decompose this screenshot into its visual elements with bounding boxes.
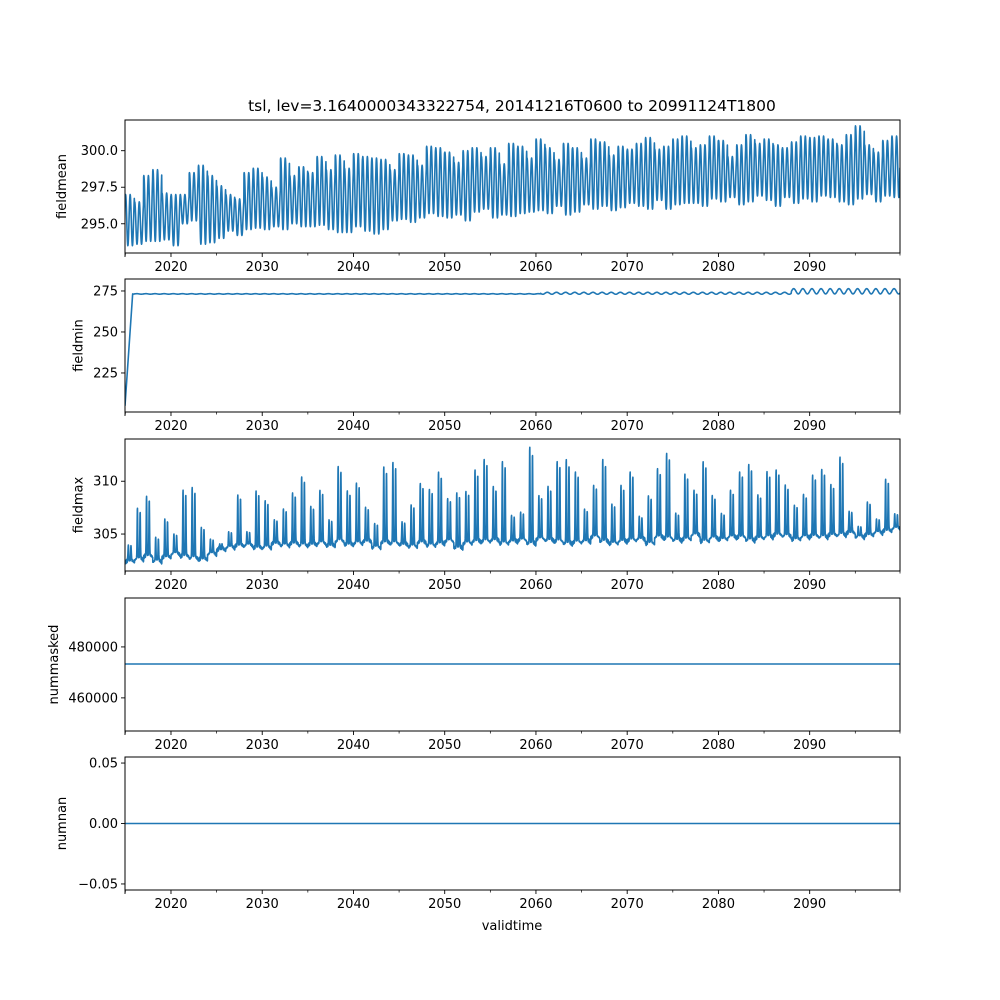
x-tick-label: 2030 bbox=[246, 419, 279, 434]
x-tick-label: 2090 bbox=[793, 260, 826, 275]
x-tick-label: 2020 bbox=[154, 738, 187, 753]
x-tick-label: 2020 bbox=[154, 897, 187, 912]
x-tick-label: 2030 bbox=[246, 578, 279, 593]
series-line-fieldmean bbox=[125, 125, 900, 247]
axes-frame bbox=[124, 278, 901, 413]
x-tick-label: 2090 bbox=[793, 419, 826, 434]
y-tick-label: 295.0 bbox=[81, 217, 118, 232]
x-tick-label: 2060 bbox=[519, 260, 552, 275]
x-tick-label: 2060 bbox=[519, 738, 552, 753]
x-tick-label: 2080 bbox=[702, 578, 735, 593]
x-tick-label: 2050 bbox=[428, 260, 461, 275]
y-axis-label: nummasked bbox=[47, 625, 62, 705]
x-tick-label: 2060 bbox=[519, 897, 552, 912]
x-tick-label: 2090 bbox=[793, 578, 826, 593]
x-tick-label: 2020 bbox=[154, 578, 187, 593]
x-tick-label: 2030 bbox=[246, 260, 279, 275]
x-tick-label: 2070 bbox=[611, 738, 644, 753]
x-tick-label: 2050 bbox=[428, 578, 461, 593]
y-tick-label: 480000 bbox=[68, 640, 118, 655]
x-tick-label: 2040 bbox=[337, 897, 370, 912]
axes-frame bbox=[124, 438, 901, 572]
y-tick-label: 460000 bbox=[68, 691, 118, 706]
subplot-fieldmean: 2020 2030 2040 2050 2060 2070 2080 2090 295.0 297… bbox=[55, 119, 901, 275]
x-tick-label: 2080 bbox=[702, 260, 735, 275]
x-tick-label: 2070 bbox=[611, 419, 644, 434]
y-tick-label: 225 bbox=[93, 366, 118, 381]
axes-frame bbox=[124, 597, 901, 732]
chart-title: tsl, lev=3.1640000343322754, 20141216T06… bbox=[248, 97, 776, 115]
x-tick-label: 2050 bbox=[428, 738, 461, 753]
series-line-fieldmax bbox=[125, 446, 900, 565]
x-tick-label: 2040 bbox=[337, 738, 370, 753]
x-tick-label: 2060 bbox=[519, 578, 552, 593]
axes-frame bbox=[124, 119, 901, 254]
y-tick-label: 275 bbox=[93, 284, 118, 299]
x-tick-label: 2070 bbox=[611, 260, 644, 275]
y-tick-label: 305 bbox=[93, 528, 118, 543]
subplot-fieldmin: 2020 2030 2040 2050 2060 2070 2080 2090 225 250 27… bbox=[71, 278, 901, 434]
x-tick-label: 2080 bbox=[702, 738, 735, 753]
y-tick-label: −0.05 bbox=[78, 877, 118, 892]
x-tick-label: 2070 bbox=[611, 578, 644, 593]
y-tick-label: 250 bbox=[93, 325, 118, 340]
y-axis-label: numnan bbox=[55, 797, 70, 851]
x-tick-label: 2090 bbox=[793, 738, 826, 753]
x-tick-label: 2040 bbox=[337, 578, 370, 593]
y-axis-label: fieldmin bbox=[71, 319, 86, 372]
x-tick-label: 2050 bbox=[428, 419, 461, 434]
x-tick-label: 2080 bbox=[702, 419, 735, 434]
x-tick-label: 2020 bbox=[154, 260, 187, 275]
x-tick-label: 2050 bbox=[428, 897, 461, 912]
y-tick-label: 297.5 bbox=[81, 181, 118, 196]
y-axis-label: fieldmean bbox=[55, 154, 70, 219]
series-line-fieldmin bbox=[125, 287, 900, 406]
x-tick-label: 2080 bbox=[702, 897, 735, 912]
x-axis-label: validtime bbox=[482, 919, 543, 934]
subplot-nummasked: 2020 2030 2040 2050 2060 2070 2080 2090 460000 48… bbox=[47, 597, 901, 753]
y-tick-label: 300.0 bbox=[81, 144, 118, 159]
x-tick-label: 2040 bbox=[337, 419, 370, 434]
y-tick-label: 310 bbox=[93, 475, 118, 490]
x-tick-label: 2030 bbox=[246, 738, 279, 753]
x-tick-label: 2020 bbox=[154, 419, 187, 434]
x-tick-label: 2090 bbox=[793, 897, 826, 912]
y-axis-label: fieldmax bbox=[71, 477, 86, 534]
subplot-numnan: 2020 2030 2040 2050 2060 2070 2080 2090 −0.05 0.0… bbox=[55, 756, 901, 912]
subplot-fieldmax: 2020 2030 2040 2050 2060 2070 2080 2090 305 310 fi… bbox=[71, 438, 901, 593]
x-tick-label: 2060 bbox=[519, 419, 552, 434]
x-tick-label: 2040 bbox=[337, 260, 370, 275]
x-tick-label: 2030 bbox=[246, 897, 279, 912]
y-tick-label: 0.00 bbox=[89, 817, 118, 832]
subplots: 2020 2030 2040 2050 2060 2070 2080 2090 295.0 297… bbox=[47, 119, 901, 912]
y-tick-label: 0.05 bbox=[89, 757, 118, 772]
x-tick-label: 2070 bbox=[611, 897, 644, 912]
